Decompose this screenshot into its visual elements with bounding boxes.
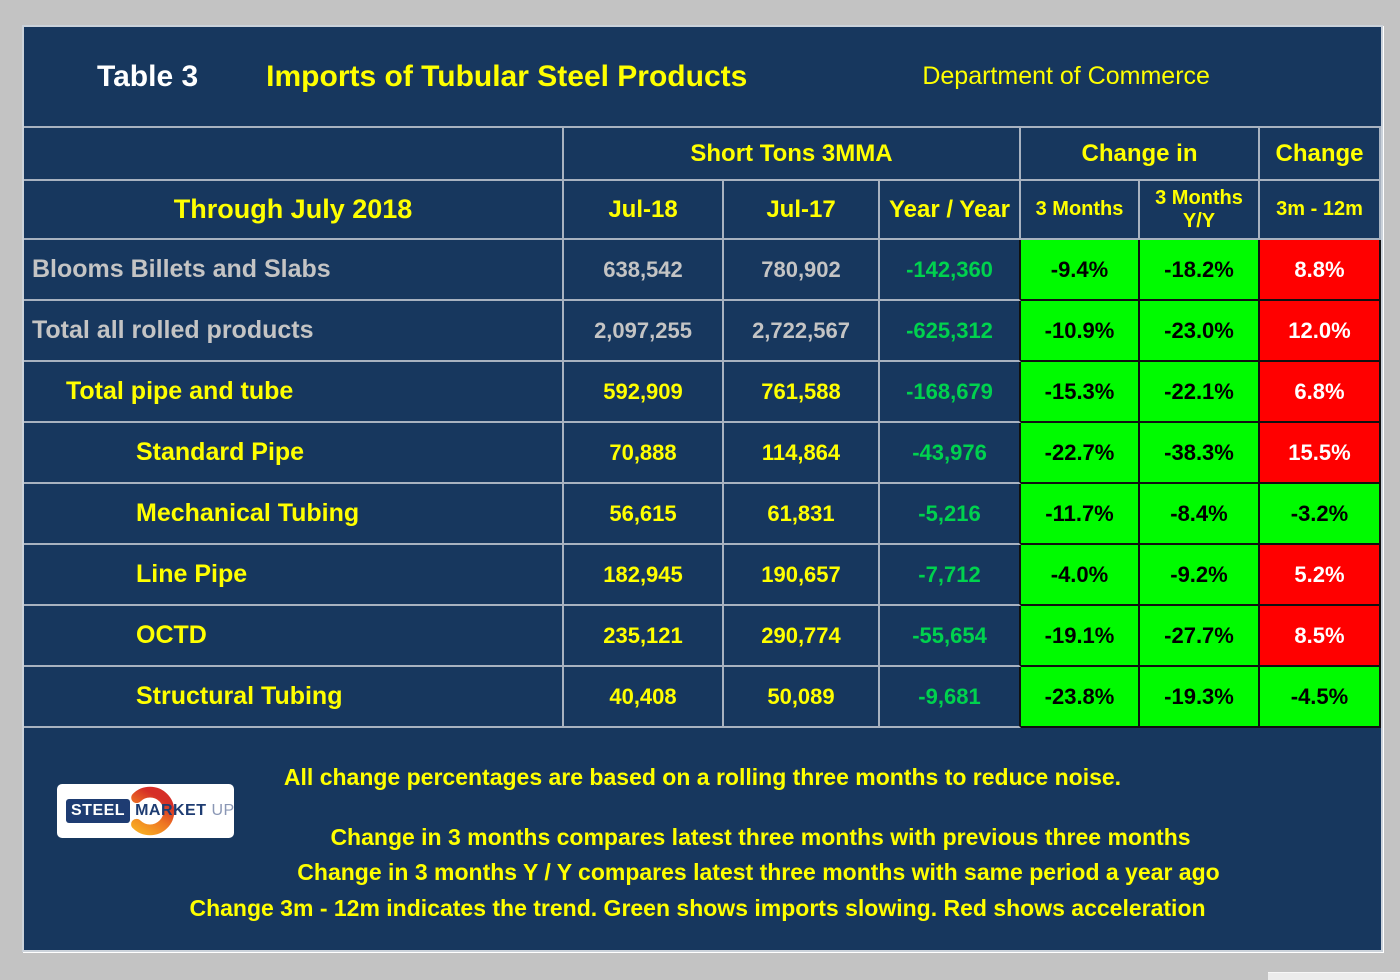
chg-3m-value: -4.0%: [1021, 545, 1140, 606]
column-group-change: Change: [1260, 128, 1381, 181]
column-header-3-months: 3 Months: [1021, 181, 1140, 240]
footnote-change-3m: Change in 3 months compares latest three…: [330, 824, 1191, 850]
column-header-3-months-yy: 3 Months Y/Y: [1140, 181, 1260, 240]
chg-3m-value: -9.4%: [1021, 240, 1140, 301]
logo-update-label: UPDATE: [211, 802, 235, 819]
logo-market-label: MARKET: [135, 802, 207, 819]
footnote-change-3m-12m: Change 3m - 12m indicates the trend. Gre…: [189, 895, 1206, 921]
jul18-value: 638,542: [564, 240, 724, 301]
jul17-value: 61,831: [724, 484, 880, 545]
jul17-value: 190,657: [724, 545, 880, 606]
jul17-value: 290,774: [724, 606, 880, 667]
group-header-spacer: [24, 128, 564, 181]
column-header-period: Through July 2018: [24, 181, 564, 240]
year-year-value: -9,681: [880, 667, 1021, 728]
source-label: Department of Commerce: [922, 62, 1210, 90]
year-year-value: -142,360: [880, 240, 1021, 301]
jul17-value: 2,722,567: [724, 301, 880, 362]
footnote-rolling: All change percentages are based on a ro…: [283, 764, 1122, 790]
jul18-value: 592,909: [564, 362, 724, 423]
logo-text: STEEL MARKET UPDATE: [66, 799, 234, 823]
page-title: Imports of Tubular Steel Products: [266, 59, 748, 93]
jul17-value: 114,864: [724, 423, 880, 484]
chg-3m-12m-value: 8.5%: [1260, 606, 1381, 667]
jul18-value: 2,097,255: [564, 301, 724, 362]
chg-3m-value: -10.9%: [1021, 301, 1140, 362]
steel-market-update-logo: STEEL MARKET UPDATE: [57, 784, 234, 838]
chg-3m-12m-value: -3.2%: [1260, 484, 1381, 545]
column-header-year-year: Year / Year: [880, 181, 1021, 240]
jul17-value: 761,588: [724, 362, 880, 423]
chg-3m-value: -22.7%: [1021, 423, 1140, 484]
row-label: OCTD: [24, 606, 564, 667]
row-label: Structural Tubing: [24, 667, 564, 728]
year-year-value: -7,712: [880, 545, 1021, 606]
chg-3m-12m-value: 12.0%: [1260, 301, 1381, 362]
jul18-value: 70,888: [564, 423, 724, 484]
row-label: Blooms Billets and Slabs: [24, 240, 564, 301]
data-grid: Short Tons 3MMA Change in Change Through…: [24, 128, 1381, 950]
chg-3m-yy-value: -23.0%: [1140, 301, 1260, 362]
column-header-jul18: Jul-18: [564, 181, 724, 240]
year-year-value: -168,679: [880, 362, 1021, 423]
footnote-change-3m-yy: Change in 3 months Y / Y compares latest…: [297, 859, 1220, 885]
chg-3m-12m-value: 8.8%: [1260, 240, 1381, 301]
jul18-value: 182,945: [564, 545, 724, 606]
jul17-value: 50,089: [724, 667, 880, 728]
logo-steel-badge: STEEL: [66, 799, 131, 823]
chg-3m-yy-value: -18.2%: [1140, 240, 1260, 301]
chg-3m-yy-value: -8.4%: [1140, 484, 1260, 545]
column-group-change-in: Change in: [1021, 128, 1260, 181]
row-label: Mechanical Tubing: [24, 484, 564, 545]
column-header-3-months-yy-line2: Y/Y: [1182, 209, 1216, 232]
year-year-value: -625,312: [880, 301, 1021, 362]
chg-3m-yy-value: -38.3%: [1140, 423, 1260, 484]
chg-3m-12m-value: 15.5%: [1260, 423, 1381, 484]
chg-3m-12m-value: 6.8%: [1260, 362, 1381, 423]
chg-3m-value: -19.1%: [1021, 606, 1140, 667]
row-label: Standard Pipe: [24, 423, 564, 484]
chg-3m-12m-value: 5.2%: [1260, 545, 1381, 606]
chg-3m-yy-value: -19.3%: [1140, 667, 1260, 728]
chg-3m-yy-value: -27.7%: [1140, 606, 1260, 667]
table-number-label: Table 3: [97, 59, 199, 93]
jul18-value: 235,121: [564, 606, 724, 667]
row-label: Total pipe and tube: [24, 362, 564, 423]
chg-3m-value: -23.8%: [1021, 667, 1140, 728]
footnotes-area: All change percentages are based on a ro…: [24, 728, 1381, 950]
year-year-value: -43,976: [880, 423, 1021, 484]
column-group-short-tons: Short Tons 3MMA: [564, 128, 1021, 181]
partial-element-below: [1268, 972, 1400, 980]
column-header-3-months-yy-line1: 3 Months: [1155, 186, 1243, 209]
row-label: Total all rolled products: [24, 301, 564, 362]
jul18-value: 40,408: [564, 667, 724, 728]
imports-table: Table 3 Imports of Tubular Steel Product…: [22, 25, 1383, 952]
crescent-icon: [125, 786, 175, 836]
year-year-value: -5,216: [880, 484, 1021, 545]
chg-3m-12m-value: -4.5%: [1260, 667, 1381, 728]
jul18-value: 56,615: [564, 484, 724, 545]
jul17-value: 780,902: [724, 240, 880, 301]
table-title-row: Table 3 Imports of Tubular Steel Product…: [24, 27, 1381, 128]
column-header-3m-12m: 3m - 12m: [1260, 181, 1381, 240]
chg-3m-yy-value: -22.1%: [1140, 362, 1260, 423]
year-year-value: -55,654: [880, 606, 1021, 667]
column-header-jul17: Jul-17: [724, 181, 880, 240]
chg-3m-value: -15.3%: [1021, 362, 1140, 423]
chg-3m-yy-value: -9.2%: [1140, 545, 1260, 606]
chg-3m-value: -11.7%: [1021, 484, 1140, 545]
row-label: Line Pipe: [24, 545, 564, 606]
